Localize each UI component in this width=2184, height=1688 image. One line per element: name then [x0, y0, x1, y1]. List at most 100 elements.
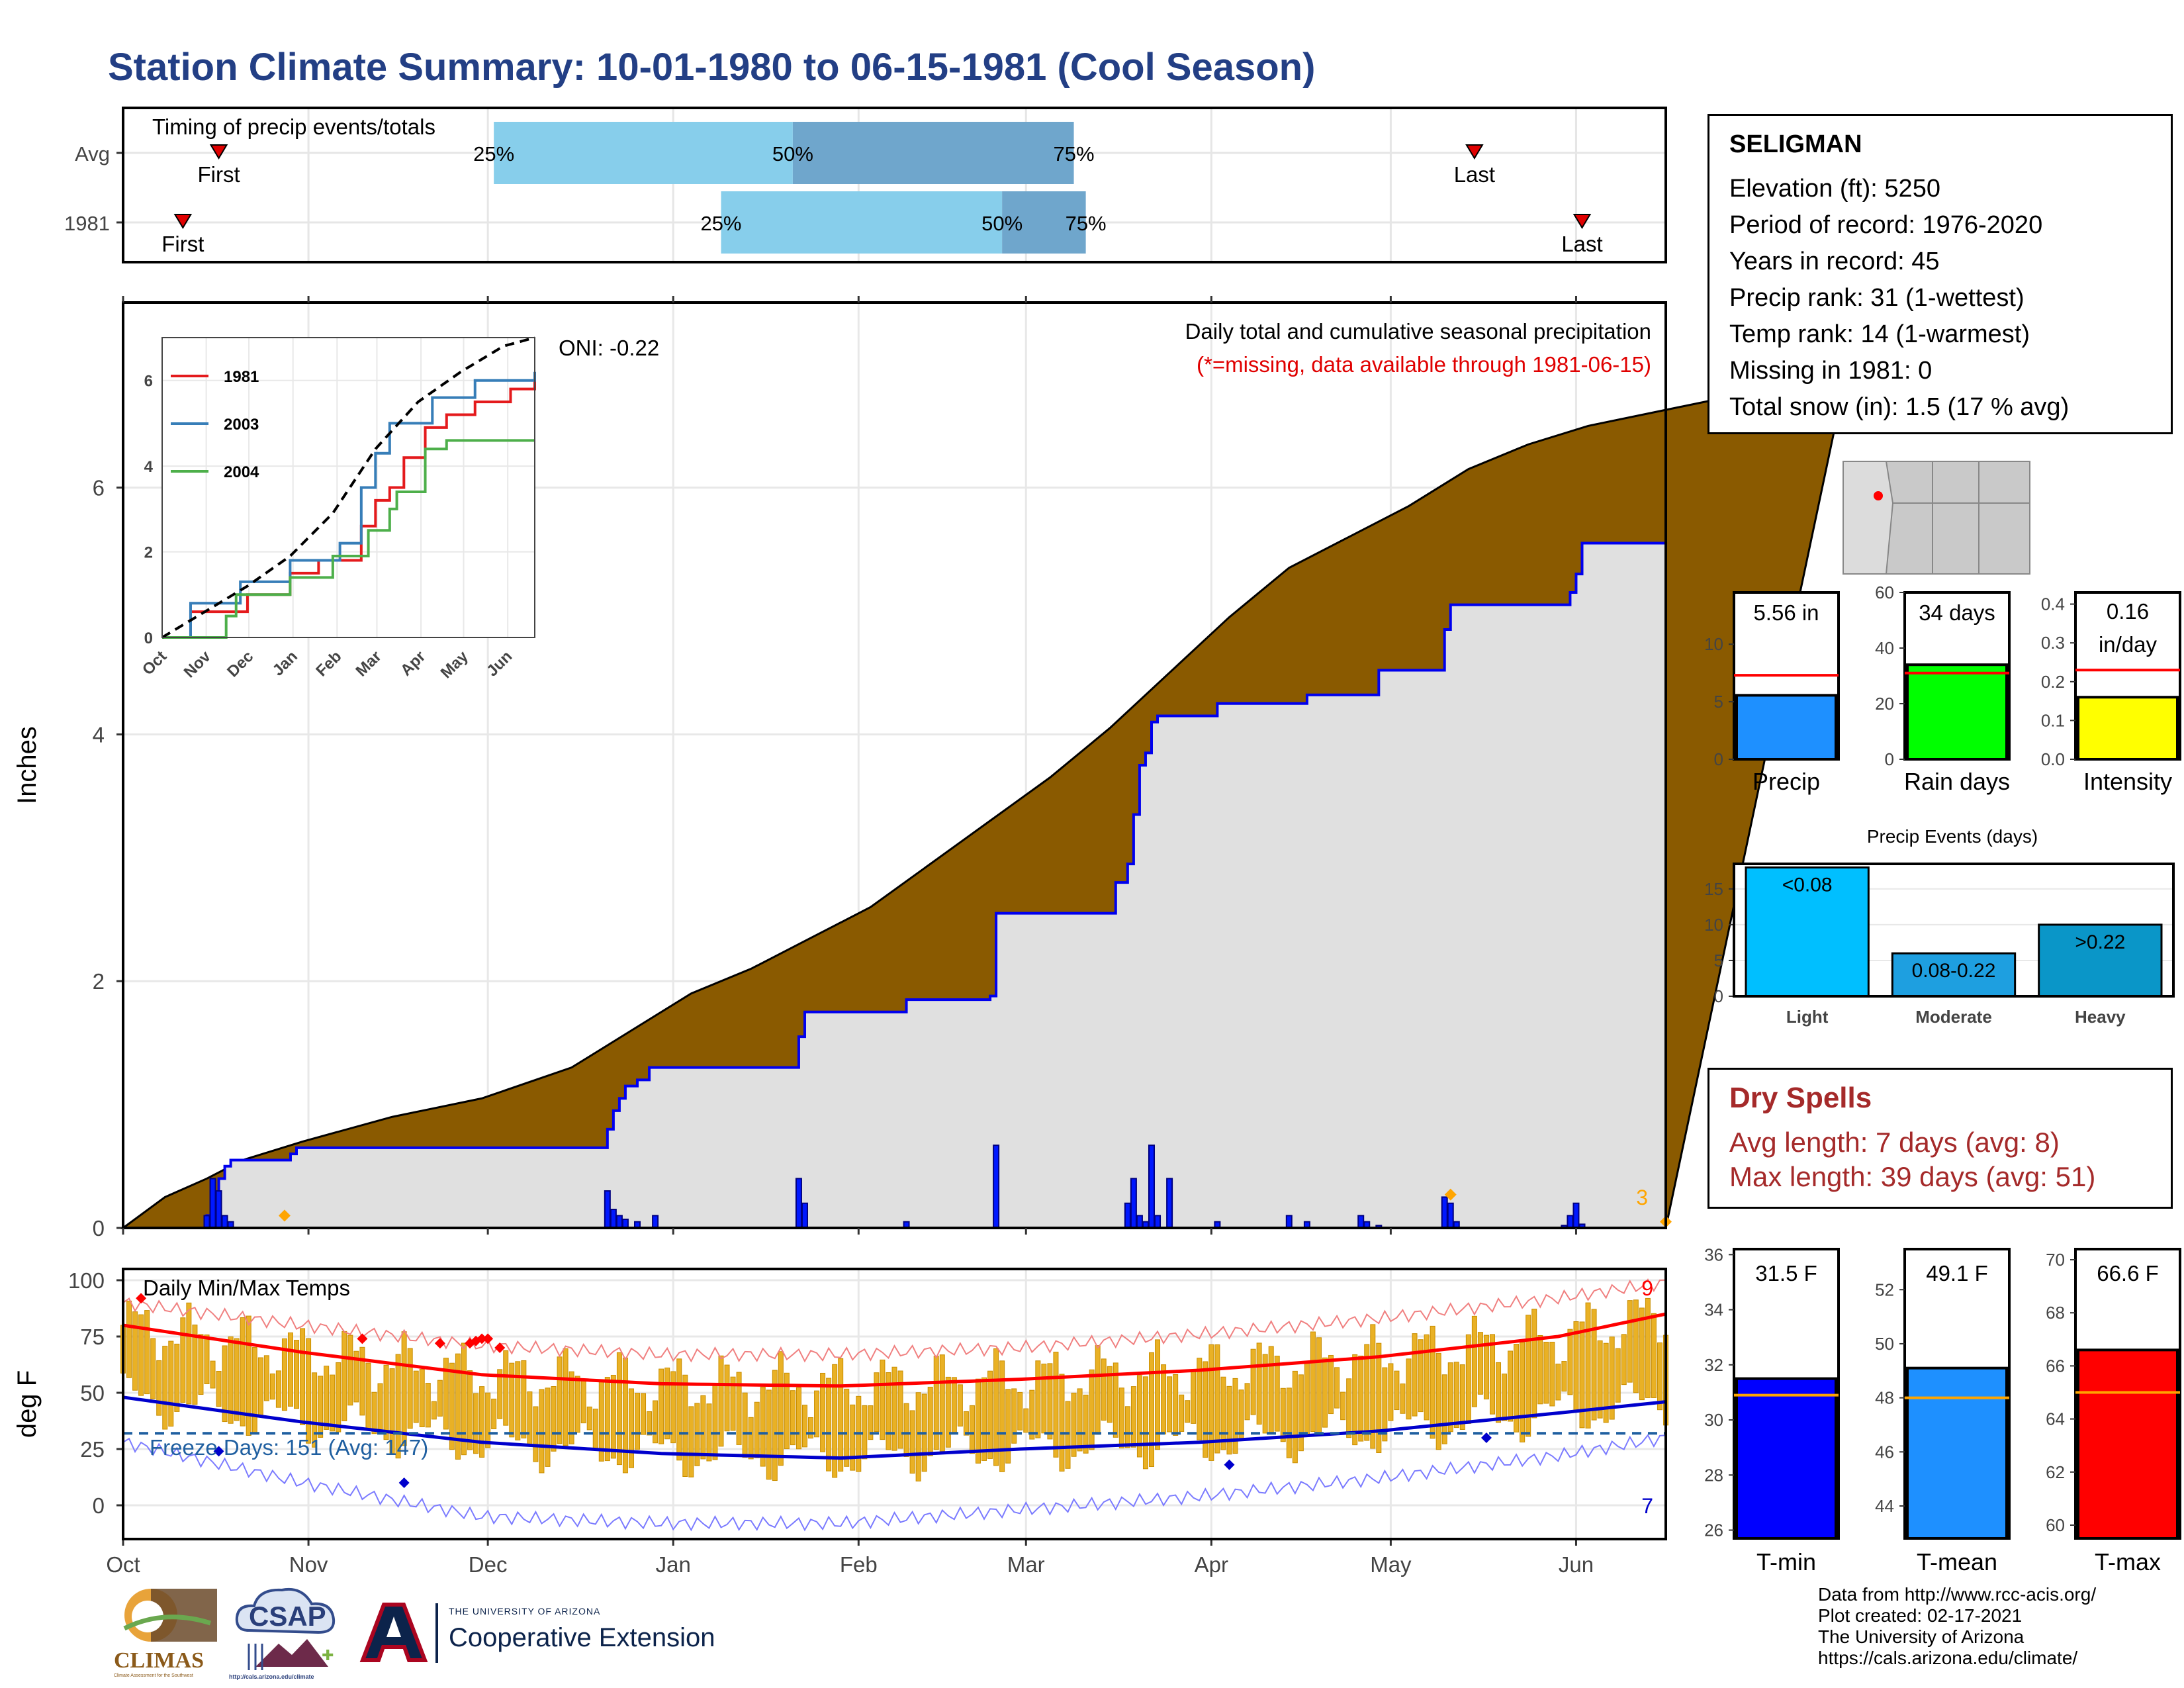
daily-temp-bar [1573, 1321, 1579, 1413]
daily-temp-bar [987, 1370, 993, 1459]
daily-precip-bar [203, 1215, 210, 1229]
daily-temp-bar [1173, 1374, 1179, 1436]
daily-temp-bar [1603, 1342, 1609, 1423]
temps-count-low: 7 [1641, 1494, 1653, 1518]
inset-ytick-label: 4 [144, 458, 154, 476]
daily-temp-bar [933, 1356, 939, 1450]
daily-temp-bar [1340, 1391, 1346, 1421]
daily-temp-bar [1609, 1336, 1615, 1420]
summary-value-bar [1906, 663, 2008, 761]
daily-temp-bar [838, 1358, 844, 1472]
daily-temp-bar [1095, 1345, 1101, 1435]
temp-summary-ytick-label: 60 [2046, 1515, 2065, 1535]
precip-ytick-label: 6 [93, 476, 105, 500]
daily-temp-bar [1567, 1329, 1573, 1395]
daily-temp-bar [1441, 1374, 1447, 1444]
temp-summary-ytick-label: 50 [1875, 1334, 1894, 1354]
temp-summary-ytick-label: 32 [1704, 1355, 1723, 1375]
daily-temp-bar [1089, 1369, 1095, 1450]
daily-temp-bar [796, 1387, 801, 1450]
temp-summary-ytick-label: 44 [1875, 1496, 1894, 1516]
daily-temp-bar [1268, 1346, 1274, 1433]
daily-temp-bar [563, 1348, 569, 1446]
csap-url: http://cals.arizona.edu/climate [229, 1673, 314, 1680]
inset-series-line [162, 371, 536, 639]
timing-bar-50-75 [792, 122, 1074, 184]
daily-precip-bar [795, 1178, 802, 1229]
daily-temp-bar [1561, 1361, 1567, 1392]
daily-temp-bar [228, 1336, 234, 1424]
daily-temp-bar [1585, 1302, 1591, 1429]
summary-value-label: 0.16 [2107, 599, 2149, 624]
daily-temp-bar [1543, 1341, 1549, 1404]
inset-panel-bg [162, 338, 535, 637]
temps-xtick-label: Jan [656, 1552, 691, 1577]
daily-temp-bar [515, 1361, 521, 1440]
daily-temp-bar [1591, 1309, 1597, 1421]
daily-temp-bar [1214, 1344, 1220, 1454]
daily-temp-bar [1256, 1342, 1262, 1425]
daily-temp-bar [670, 1371, 676, 1444]
daily-temp-bar [509, 1362, 515, 1438]
summary-bar-name: Precip [1752, 768, 1820, 795]
daily-temp-bar [1304, 1362, 1310, 1436]
temps-xtick-label: Nov [289, 1552, 328, 1577]
daily-precip-bar [1124, 1202, 1131, 1229]
daily-temp-bar [706, 1403, 712, 1462]
daily-temp-bar [1322, 1357, 1328, 1428]
daily-temp-bar [479, 1386, 485, 1458]
daily-temp-bar [461, 1342, 467, 1456]
daily-temp-bar [521, 1360, 527, 1438]
daily-temp-bar [712, 1384, 718, 1460]
daily-temp-bar [275, 1370, 281, 1408]
daily-temp-bar [580, 1379, 586, 1424]
daily-temp-bar [927, 1386, 933, 1456]
events-category-label: Light [1786, 1007, 1829, 1027]
summary-bar-name: Intensity [2083, 768, 2172, 795]
daily-temp-bar [527, 1391, 533, 1446]
timing-bar-25-50 [494, 122, 793, 184]
station-years: Years in record: 45 [1729, 248, 1940, 275]
daily-temp-bar [1280, 1387, 1286, 1442]
temps-ytick-label: 100 [68, 1268, 105, 1293]
temp-summary-ytick-label: 66 [2046, 1356, 2065, 1376]
daily-temp-bar [287, 1332, 293, 1407]
daily-temp-bar [1334, 1367, 1340, 1409]
events-category-label: Moderate [1915, 1007, 1992, 1027]
daily-temp-bar [431, 1401, 437, 1420]
daily-temp-bar [174, 1343, 180, 1412]
daily-precip-bar [209, 1178, 216, 1229]
station-period: Period of record: 1976-2020 [1729, 211, 2043, 239]
daily-temp-bar [676, 1358, 682, 1461]
daily-temp-bar [1453, 1362, 1459, 1429]
daily-temp-bar [263, 1355, 269, 1401]
summary-ytick-label: 0 [1714, 749, 1723, 769]
dry-spells-box: Dry Spells Avg length: 7 days (avg: 8) M… [1707, 1068, 2173, 1209]
daily-temp-bar [981, 1377, 987, 1461]
inset-legend-label: 2004 [224, 463, 259, 481]
timing-row-label: Avg [75, 142, 110, 165]
dry-spells-title: Dry Spells [1729, 1082, 1872, 1114]
daily-temp-bar [1651, 1313, 1657, 1398]
map-state-shape [1843, 461, 1894, 575]
summary-ytick-label: 0.4 [2041, 594, 2065, 614]
climas-subtitle: Climate Assessment for the Southwest [114, 1673, 193, 1678]
daily-temp-bar [240, 1317, 246, 1427]
daily-temp-bar [826, 1378, 832, 1472]
events-bar [1745, 866, 1870, 998]
timing-panel-border [122, 107, 1667, 263]
daily-temp-bar [1107, 1366, 1113, 1423]
temps-ytick-label: 0 [93, 1493, 105, 1518]
daily-temp-bar [1065, 1401, 1071, 1469]
daily-temp-bar [1101, 1358, 1107, 1421]
daily-temp-bar [449, 1362, 455, 1450]
daily-temp-bar [216, 1371, 222, 1407]
daily-temp-bar [778, 1351, 784, 1466]
summary-value-label: 5.56 in [1753, 600, 1819, 625]
temps-xtick-label: Jun [1559, 1552, 1594, 1577]
station-snow: Total snow (in): 1.5 (17 % avg) [1729, 393, 2070, 421]
daily-temp-bar [269, 1373, 275, 1400]
events-category-label: Heavy [2075, 1007, 2126, 1027]
daily-precip-bar [1148, 1145, 1155, 1229]
